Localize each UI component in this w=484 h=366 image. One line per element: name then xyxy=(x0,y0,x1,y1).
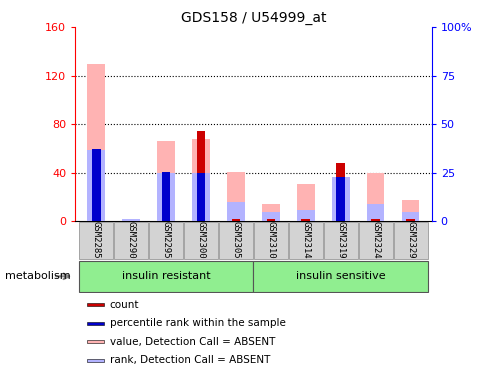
Text: count: count xyxy=(109,300,139,310)
Text: percentile rank within the sample: percentile rank within the sample xyxy=(109,318,285,328)
Bar xyxy=(401,212,419,221)
FancyBboxPatch shape xyxy=(253,261,427,292)
Bar xyxy=(87,322,104,325)
Bar xyxy=(196,173,205,221)
FancyBboxPatch shape xyxy=(183,222,218,259)
Bar xyxy=(87,150,105,221)
Bar xyxy=(122,219,139,221)
Text: rank, Detection Call = ABSENT: rank, Detection Call = ABSENT xyxy=(109,355,270,365)
Bar xyxy=(192,139,209,221)
Text: GSM2314: GSM2314 xyxy=(301,221,310,259)
Text: GSM2305: GSM2305 xyxy=(231,221,240,259)
Title: GDS158 / U54999_at: GDS158 / U54999_at xyxy=(180,11,325,25)
Bar xyxy=(91,219,100,221)
Bar xyxy=(157,173,174,221)
FancyBboxPatch shape xyxy=(114,222,148,259)
FancyBboxPatch shape xyxy=(323,222,357,259)
Bar xyxy=(157,141,174,221)
Bar xyxy=(231,219,240,221)
FancyBboxPatch shape xyxy=(288,222,322,259)
Text: GSM2285: GSM2285 xyxy=(91,221,101,259)
Text: GSM2290: GSM2290 xyxy=(126,221,136,259)
FancyBboxPatch shape xyxy=(149,222,183,259)
Text: GSM2329: GSM2329 xyxy=(405,221,414,259)
Text: GSM2300: GSM2300 xyxy=(196,221,205,259)
Bar xyxy=(87,359,104,362)
Bar xyxy=(366,173,384,221)
Bar xyxy=(297,184,314,221)
Bar xyxy=(371,219,379,221)
Bar xyxy=(266,219,275,221)
Bar xyxy=(122,220,139,221)
Bar xyxy=(336,163,345,221)
Bar xyxy=(262,212,279,221)
Bar xyxy=(87,340,104,343)
Bar xyxy=(161,219,170,221)
Bar xyxy=(301,219,310,221)
Bar xyxy=(401,199,419,221)
Bar xyxy=(336,176,345,221)
Bar xyxy=(366,204,384,221)
Bar xyxy=(196,131,205,221)
Bar xyxy=(332,177,349,221)
Text: GSM2319: GSM2319 xyxy=(335,221,345,259)
Bar xyxy=(87,303,104,306)
Text: GSM2324: GSM2324 xyxy=(370,221,379,259)
Text: insulin sensitive: insulin sensitive xyxy=(295,271,385,281)
Bar xyxy=(406,219,414,221)
Bar xyxy=(87,64,105,221)
FancyBboxPatch shape xyxy=(79,222,113,259)
Bar xyxy=(227,202,244,221)
FancyBboxPatch shape xyxy=(358,222,392,259)
Text: GSM2295: GSM2295 xyxy=(161,221,170,259)
FancyBboxPatch shape xyxy=(78,261,253,292)
Bar xyxy=(192,173,209,221)
FancyBboxPatch shape xyxy=(218,222,253,259)
Bar xyxy=(297,210,314,221)
Bar xyxy=(332,212,349,221)
Text: GSM2310: GSM2310 xyxy=(266,221,275,259)
Bar xyxy=(262,205,279,221)
FancyBboxPatch shape xyxy=(253,222,287,259)
Bar xyxy=(91,149,100,221)
Text: insulin resistant: insulin resistant xyxy=(121,271,210,281)
FancyBboxPatch shape xyxy=(393,222,427,259)
Bar xyxy=(161,172,170,221)
Bar xyxy=(227,172,244,221)
Text: metabolism: metabolism xyxy=(5,271,70,281)
Text: value, Detection Call = ABSENT: value, Detection Call = ABSENT xyxy=(109,337,274,347)
